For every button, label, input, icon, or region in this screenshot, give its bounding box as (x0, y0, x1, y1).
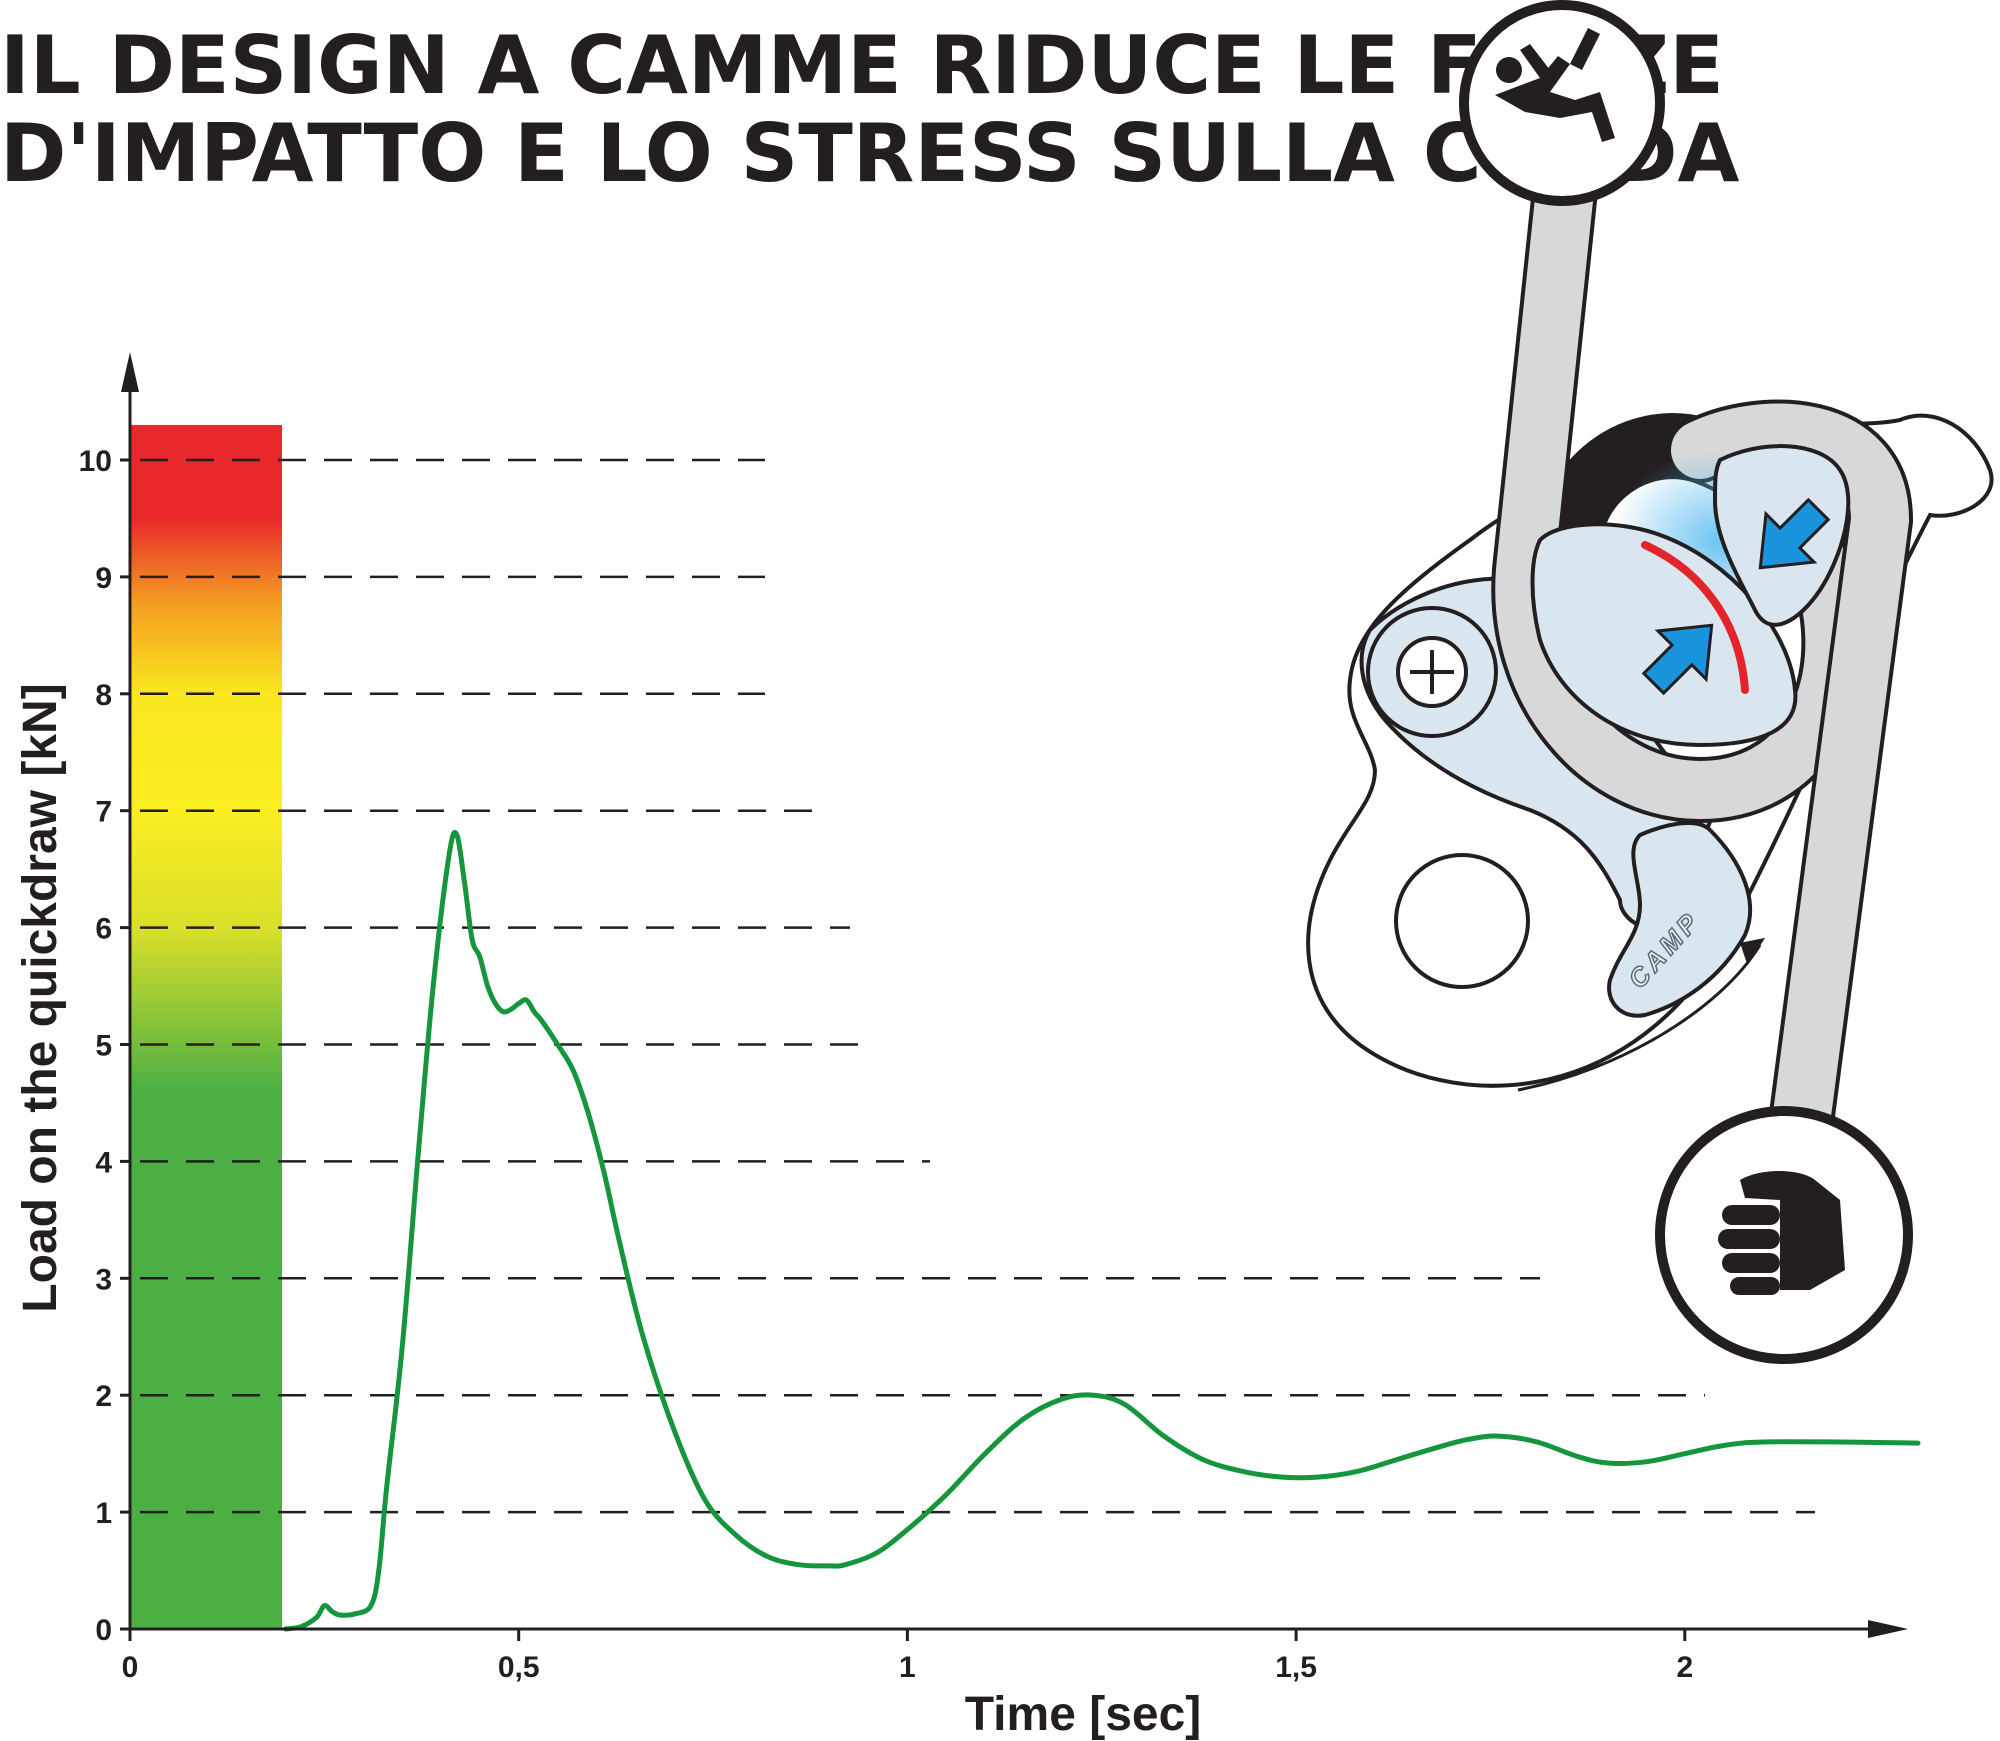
y-tick-label: 7 (95, 796, 112, 829)
x-tick-label: 0,5 (498, 1651, 540, 1684)
y-tick-label: 4 (95, 1146, 112, 1179)
y-axis-ticks: 0 1 2 3 4 5 6 7 8 9 10 (79, 445, 130, 1647)
x-tick-label: 1,5 (1275, 1651, 1317, 1684)
x-axis-label: Time [sec] (965, 1688, 1202, 1741)
title-line-1: IL DESIGN A CAMME RIDUCE LE FORZE (0, 19, 1724, 112)
x-tick-label: 2 (1676, 1651, 1693, 1684)
y-tick-label: 5 (95, 1030, 112, 1063)
page-title: IL DESIGN A CAMME RIDUCE LE FORZE D'IMPA… (0, 19, 1740, 200)
y-axis-arrow (121, 352, 139, 392)
y-tick-label: 2 (95, 1380, 112, 1413)
falling-climber-icon (1495, 28, 1615, 142)
friction-contact-line (1641, 541, 1749, 694)
belayer-hand-icon (1718, 1171, 1845, 1295)
rotation-arrow (1517, 944, 1762, 1092)
y-tick-label: 8 (95, 679, 112, 712)
y-tick-label: 10 (79, 445, 112, 478)
compression-arrow-icon (1641, 623, 1714, 696)
title-line-2: D'IMPATTO E LO STRESS SULLA CORDA (0, 107, 1740, 200)
belay-device-illustration: CAMP (1306, 0, 1994, 1364)
y-axis-label: Load on the quickdraw [kN] (14, 683, 67, 1312)
load-color-bar (130, 424, 282, 1630)
device-hole (1394, 853, 1530, 989)
y-tick-label: 0 (95, 1614, 112, 1647)
brake-lever (1607, 821, 1753, 1018)
y-tick-label: 1 (95, 1497, 112, 1530)
y-tick-label: 3 (95, 1263, 112, 1296)
compression-arrow-icon (1758, 497, 1831, 570)
x-axis-arrow (1868, 1620, 1908, 1638)
x-tick-label: 1 (899, 1651, 916, 1684)
y-tick-label: 9 (95, 562, 112, 595)
load-series-line (283, 830, 1921, 1632)
grid-lines (140, 458, 1815, 1514)
y-tick-label: 6 (95, 913, 112, 946)
axes (121, 352, 1908, 1638)
x-tick-label: 0 (122, 1651, 139, 1684)
x-axis-ticks: 0 0,5 1 1,5 2 (122, 1629, 1693, 1684)
